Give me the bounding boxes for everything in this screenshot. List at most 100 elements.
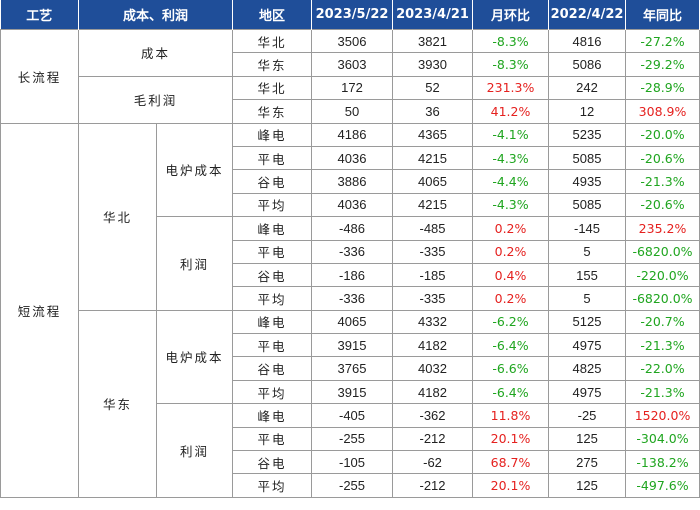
mom-change: 68.7% [472, 450, 550, 475]
value-2023-05-22: 3506 [311, 28, 394, 54]
period-cell: 平均 [232, 473, 313, 498]
value-2023-04-21: -335 [392, 286, 474, 311]
value-2023-05-22: 172 [311, 75, 394, 101]
yoy-change: -20.6% [625, 145, 700, 171]
period-cell: 平均 [232, 286, 313, 311]
value-2022-04-22: 275 [548, 450, 627, 475]
item-furnace-cost-north: 电炉成本 [155, 122, 234, 218]
value-2023-05-22: 4036 [311, 192, 394, 218]
value-2022-04-22: 5 [548, 286, 627, 311]
value-2022-04-22: 12 [548, 99, 627, 124]
yoy-change: 1520.0% [625, 403, 700, 428]
value-2023-04-21: 4032 [392, 356, 474, 381]
value-2022-04-22: 4935 [548, 169, 627, 194]
table-row: 平均 4036 4215 -4.3% 5085 -20.6% [1, 192, 700, 218]
table-row: 平均 -336 -335 0.2% 5 -6820.0% [1, 286, 700, 311]
value-2022-04-22: 5085 [548, 145, 627, 171]
value-2022-04-22: 5086 [548, 52, 627, 77]
table-row: 长流程 成本 华北 3506 3821 -8.3% 4816 -27.2% [0, 28, 700, 124]
header-process: 工艺 [0, 0, 79, 30]
yoy-change: -20.0% [625, 122, 700, 147]
value-2023-04-21: -212 [392, 473, 474, 498]
item-cost: 成本 [77, 29, 234, 77]
value-2023-04-21: -212 [392, 426, 474, 452]
header-region: 地区 [232, 0, 313, 30]
period-cell: 平电 [232, 426, 313, 452]
period-cell: 峰电 [232, 403, 313, 428]
value-2022-04-22: 4825 [548, 356, 627, 381]
value-2022-04-22: 5085 [548, 192, 627, 218]
period-cell: 峰电 [232, 309, 313, 335]
value-2023-05-22: -336 [311, 239, 394, 264]
mom-change: 20.1% [472, 426, 550, 452]
value-2023-05-22: 3886 [311, 169, 394, 194]
mom-change: -6.4% [472, 379, 550, 405]
yoy-change: -304.0% [625, 426, 700, 452]
table-row: 谷电 3765 4032 -6.6% 4825 -22.0% [1, 356, 700, 381]
value-2023-04-21: 4065 [392, 169, 474, 194]
table-row: 华东 50 36 41.2% 12 308.9% [1, 99, 700, 124]
value-2023-04-21: 3930 [392, 52, 474, 77]
table-row: 谷电 3886 4065 -4.4% 4935 -21.3% [1, 169, 700, 194]
value-2022-04-22: -25 [548, 403, 627, 428]
value-2022-04-22: 5235 [548, 122, 627, 147]
mom-change: 231.3% [472, 75, 550, 101]
value-2023-04-21: -485 [392, 216, 474, 241]
mom-change: 0.2% [472, 286, 550, 311]
header-cost-profit: 成本、利润 [78, 0, 234, 30]
yoy-change: 308.9% [625, 99, 700, 124]
yoy-change: -138.2% [625, 450, 700, 475]
value-2023-04-21: -185 [392, 262, 474, 288]
period-cell: 平均 [232, 379, 313, 405]
value-2023-05-22: -486 [311, 216, 394, 241]
yoy-change: -22.0% [625, 356, 700, 381]
value-2023-04-21: 4365 [392, 122, 474, 147]
process-short: 短流程 [0, 122, 79, 498]
value-2023-05-22: -255 [311, 426, 394, 452]
value-2022-04-22: -145 [548, 216, 627, 241]
yoy-change: -27.2% [625, 28, 700, 54]
item-profit-east: 利润 [155, 403, 234, 498]
value-2023-05-22: -105 [311, 450, 394, 475]
item-gross-profit: 毛利润 [77, 75, 234, 124]
table-row: 平电 3915 4182 -6.4% 4975 -21.3% [1, 333, 700, 358]
value-2022-04-22: 125 [548, 473, 627, 498]
region-cell: 华东 [232, 52, 313, 77]
value-2022-04-22: 155 [548, 262, 627, 288]
item-profit-north: 利润 [155, 216, 234, 311]
header-mom: 月环比 [472, 0, 550, 30]
yoy-change: -220.0% [625, 262, 700, 288]
region-cell: 华北 [232, 28, 313, 54]
table-row: 平均 3915 4182 -6.4% 4975 -21.3% [1, 379, 700, 405]
value-2023-05-22: 4036 [311, 145, 394, 171]
region-north: 华北 [78, 122, 157, 311]
value-2023-05-22: 3603 [311, 52, 394, 77]
value-2023-04-21: 4182 [392, 379, 474, 405]
mom-change: -4.3% [472, 145, 550, 171]
mom-change: -6.4% [472, 333, 550, 358]
period-cell: 平电 [232, 333, 313, 358]
steel-cost-profit-table: 工艺 成本、利润 地区 2023/5/22 2023/4/21 月环比 2022… [0, 0, 700, 498]
value-2023-05-22: 3915 [311, 333, 394, 358]
value-2023-05-22: -255 [311, 473, 394, 498]
item-furnace-cost-east: 电炉成本 [155, 309, 234, 405]
header-yoy: 年同比 [625, 0, 700, 30]
table-row: 谷电 -186 -185 0.4% 155 -220.0% [1, 262, 700, 288]
value-2023-04-21: 4182 [392, 333, 474, 358]
yoy-change: -20.7% [625, 309, 700, 335]
period-cell: 谷电 [232, 356, 313, 381]
mom-change: 41.2% [472, 99, 550, 124]
value-2022-04-22: 5 [548, 239, 627, 264]
mom-change: -4.4% [472, 169, 550, 194]
value-2023-04-21: 36 [392, 99, 474, 124]
yoy-change: -28.9% [625, 75, 700, 101]
mom-change: -8.3% [472, 28, 550, 54]
value-2023-05-22: 4186 [311, 122, 394, 147]
header-date-prev-year: 2022/4/22 [548, 0, 627, 30]
table-row: 平电 4036 4215 -4.3% 5085 -20.6% [1, 145, 700, 171]
mom-change: 20.1% [472, 473, 550, 498]
yoy-change: -20.6% [625, 192, 700, 218]
table-row: 毛利润 华北 172 52 231.3% 242 -28.9% [1, 75, 700, 124]
mom-change: -6.2% [472, 309, 550, 335]
value-2023-04-21: -62 [392, 450, 474, 475]
